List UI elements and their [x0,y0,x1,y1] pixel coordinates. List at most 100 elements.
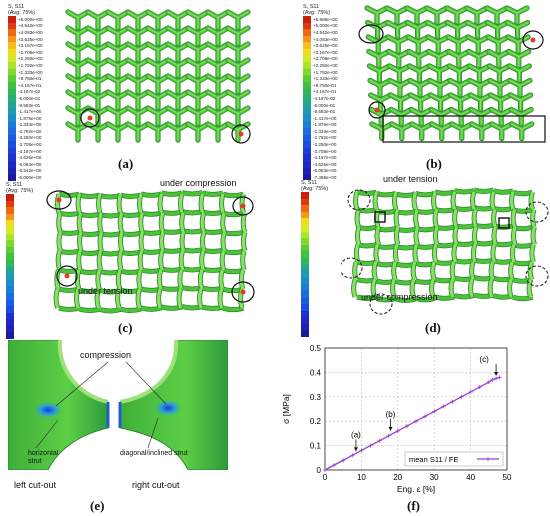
legend-row: -5.000e-01 [303,101,338,109]
lattice-strut-highlight [510,94,532,111]
lattice-strut [371,278,377,298]
lattice-strut-highlight [487,36,509,53]
lattice-strut-highlight [67,43,89,61]
legend-label: mean S11 / FE [409,455,458,464]
lattice-strut-highlight [167,43,189,61]
legend-row: -4.167e-02 [8,88,43,96]
panel-label: (b) [426,156,442,171]
lattice-strut-highlight [447,21,469,38]
legend-row: +2.708e+00 [8,48,43,56]
legend-row: +5.000e+00 [303,22,338,30]
lattice-strut-highlight [87,43,109,61]
lattice-strut [390,278,396,298]
legend-value: +5.000e+00 [313,23,338,29]
lattice-strut-highlight [366,7,388,24]
lattice-strut [373,191,379,211]
legend-row: -2.792e+00 [303,134,338,142]
highlight-circle [232,196,254,216]
lattice-strut [449,278,455,298]
lattice-strut [98,212,103,233]
lattice-strut-highlight [227,11,249,29]
legend-swatch [303,128,311,135]
lattice-strut [77,250,82,271]
lattice-strut-highlight [67,11,89,29]
legend-swatch [6,200,14,208]
lattice-strut [376,296,397,302]
lattice-strut [177,288,183,309]
lattice-strut-highlight [507,36,529,53]
legend-row: +1.333e+00 [303,75,338,82]
lattice-strut [530,243,535,263]
lattice-strut [471,243,477,263]
lattice-strut [374,208,380,228]
legend-value: +2.708e+00 [313,56,338,62]
lattice-strut-highlight [147,43,169,61]
y-tick-label: 0.3 [310,393,322,402]
legend-value: -4.625e+00 [18,155,42,161]
stress-hotspot [64,273,70,279]
legend-row [301,317,328,324]
annotation-label: (b) [386,410,396,419]
lattice-strut-highlight [87,59,109,77]
legend-title: S, S11 [303,4,320,10]
lattice-strut [414,226,419,246]
lattice-strut-highlight [471,123,493,140]
legend-swatch [6,246,14,254]
legend-value: +1.792e+00 [313,69,338,75]
lattice-strut-highlight [167,107,189,125]
legend-subtitle: (Avg: 75%) [301,186,329,192]
highlight-rectangle [382,115,546,143]
legend-swatch [301,317,309,324]
legend-row: -1.417e+00 [8,108,43,115]
lattice-strut-highlight [107,123,129,141]
legend-value: +8.750e-01 [313,82,337,88]
legend-swatch [6,207,14,214]
panel-label: (f) [407,498,420,513]
legend-row: +2.250e+00 [8,55,43,63]
highlight-circle [358,24,384,44]
lattice-strut-highlight [87,123,109,141]
legend-row: -4.167e-02 [303,95,338,102]
lattice-strut-highlight [67,75,89,93]
legend-value: -4.167e+00 [18,148,42,154]
panel-a: S, S11 (Avg: 75%) +5.000e+00 +4.542e+00 +4… [0,0,275,181]
lattice-strut [158,193,164,214]
lattice-strut-highlight [407,21,429,38]
series-point [423,414,428,419]
highlight-circle-dashed [347,189,371,211]
legend-value: +5.000e+00 [18,16,43,22]
legend-row [6,213,33,221]
lattice-strut-highlight [147,123,169,141]
lattice-strut [117,193,123,214]
series-point [497,375,502,380]
legend-value: +2.708e+00 [18,49,43,55]
lattice-strut [433,208,439,228]
lattice-strut-highlight [147,91,169,109]
lattice-strut-highlight [506,7,528,24]
plot-frame [324,347,508,471]
lattice-strut [529,191,535,211]
legend-row: +3.625e+00 [8,35,43,43]
legend-swatch [6,286,14,293]
legend-swatch [303,88,311,96]
lattice-strut [472,226,478,246]
legend-row: +1.333e+00 [8,68,43,76]
lattice-strut-highlight [368,50,390,67]
legend-subtitle: (Avg: 75%) [303,10,331,16]
horizontal-strut-label: horizontal strut [28,450,59,465]
lattice-strut [54,288,60,309]
legend-swatch [8,108,16,115]
legend-swatch [8,95,16,102]
lattice-strut [351,278,357,298]
legend-row: -5.542e+00 [8,167,43,175]
lattice-strut-highlight [511,123,533,140]
legend-swatch [301,330,309,338]
legend-swatch [8,128,16,135]
lattice-strut [220,250,226,271]
legend-swatch [301,297,309,305]
lattice-strut-highlight [391,123,413,140]
legend-swatch [6,226,14,234]
lattice-strut [178,269,183,290]
lattice-strut-highlight [227,43,249,61]
legend-row: +4.083e+00 [303,35,338,43]
